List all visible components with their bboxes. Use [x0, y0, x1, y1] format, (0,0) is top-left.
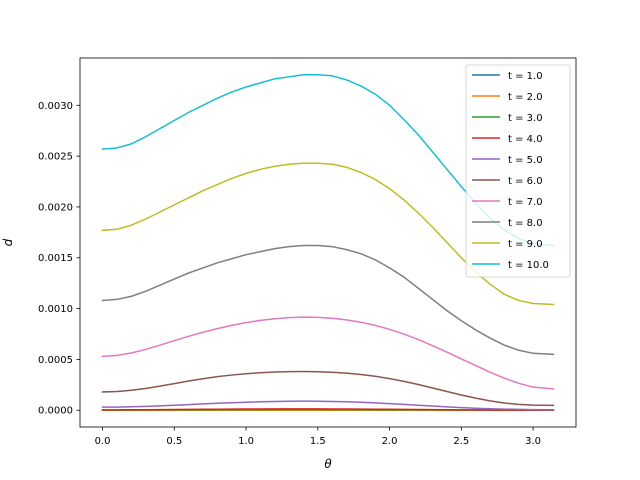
series-line-5 [101, 400, 555, 411]
y-tick-label: 0.0000 [38, 406, 73, 417]
x-tick-label: 1.5 [310, 436, 326, 447]
x-tick-label: 0.5 [166, 436, 182, 447]
plot-frame [79, 57, 577, 428]
legend-entry-label: t = 6.0 [508, 176, 543, 187]
legend-entry-label: t = 1.0 [508, 71, 543, 82]
x-tick-label: 3.0 [525, 436, 541, 447]
x-tick-label: 1.0 [238, 436, 254, 447]
x-axis: 0.0 0.5 1.0 1.5 2.0 2.5 3.0 [95, 427, 541, 447]
legend-entry-label: t = 4.0 [508, 134, 543, 145]
series-line-6 [101, 370, 555, 407]
x-axis-label: θ [324, 457, 332, 471]
series-line-8 [101, 244, 555, 356]
legend-entry-label: t = 10.0 [508, 260, 549, 271]
y-tick-label: 0.0030 [38, 101, 73, 112]
legend-entry-label: t = 3.0 [508, 113, 543, 124]
x-tick-label: 2.0 [382, 436, 398, 447]
series-line-4 [101, 408, 555, 411]
legend-entry-label: t = 8.0 [508, 218, 543, 229]
y-axis: 0.0000 0.0005 0.0010 0.0015 0.0020 0.0025 0.00… [38, 101, 80, 417]
y-tick-label: 0.0020 [38, 202, 73, 213]
legend-entry-label: t = 5.0 [508, 155, 543, 166]
legend-entry-label: t = 7.0 [508, 197, 543, 208]
legend-entry-label: t = 9.0 [508, 239, 543, 250]
y-tick-label: 0.0005 [38, 355, 73, 366]
legend-box [465, 64, 571, 278]
x-tick-label: 2.5 [453, 436, 469, 447]
y-axis-label: d [1, 238, 15, 246]
y-tick-label: 0.0015 [38, 253, 73, 264]
x-tick-label: 0.0 [95, 436, 111, 447]
y-tick-label: 0.0025 [38, 152, 73, 163]
legend: t = 1.0 t = 2.0 t = 3.0 t = 4.0 t = 5.0 t = 6… [465, 64, 571, 278]
y-tick-label: 0.0010 [38, 304, 73, 315]
series-line-7 [101, 316, 555, 390]
legend-entry-label: t = 2.0 [508, 92, 543, 103]
